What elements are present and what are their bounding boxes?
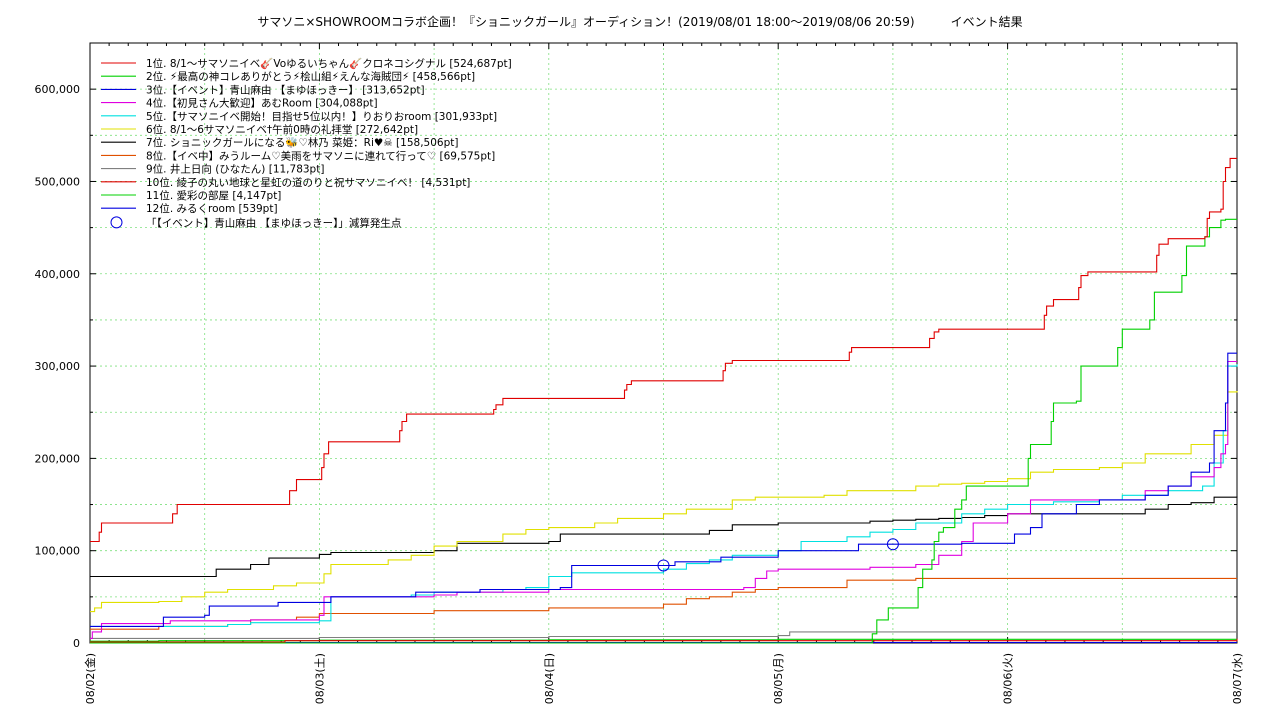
y-tick-label: 500,000 (35, 175, 81, 188)
legend-label: 4位.【初見さん大歓迎】あむRoom [304,088pt] (146, 97, 378, 110)
x-tick-label: 08/04(日) (543, 653, 556, 704)
series-line (90, 157, 1237, 543)
legend-marker-label: 「【イベント】青山麻由 【まゆほっきー】」減算発生点 (146, 216, 401, 229)
series-line (90, 352, 1237, 627)
series-line (90, 638, 1238, 643)
legend-label: 1位. 8/1〜サマソニイベ🎸Voゆるいちゃん🎸クロネコシグナル [524,68… (146, 57, 512, 70)
chart-title: サマソニ×SHOWROOMコラボ企画！『ショニックガール』オーディション！(20… (257, 15, 1023, 29)
legend-label: 6位. 8/1〜6サマソニイベ†午前0時の礼拝堂 [272,642pt] (146, 123, 418, 136)
marker-point (886, 538, 899, 551)
y-tick-label: 200,000 (35, 452, 81, 465)
series-line (90, 218, 1237, 644)
x-tick-label: 08/07(水) (1231, 653, 1244, 704)
legend-label: 7位. ショニックガールになる🐝♡林乃 菜姫：Ri♥☠ [158,506pt] (146, 136, 458, 149)
legend-label: 2位. ⚡最高の神コレありがとう⚡桧山組⚡えんな海賊団⚡ [458,566pt] (146, 70, 475, 83)
legend-label: 3位.【イベント】青山麻由 【まゆほっきー】 [313,652pt] (146, 83, 425, 96)
x-tick-label: 08/06(火) (1002, 653, 1015, 704)
marker-point (657, 559, 670, 572)
y-tick-label: 400,000 (35, 268, 81, 281)
x-tick-label: 08/02(金) (83, 653, 97, 704)
x-tick-label: 08/05(月) (772, 653, 785, 704)
legend-label: 10位. 綾子の丸い地球と星虹の道のりと祝サマソニイベ！ [4,531pt] (146, 176, 470, 189)
legend-marker-swatch (110, 216, 123, 229)
series-line (90, 391, 1238, 613)
legend-label: 8位.【イベ中】みうルーム♡美雨をサマソニに連れて行って♡ [69,575pt] (146, 149, 495, 162)
y-tick-label: 100,000 (35, 545, 81, 558)
y-tick-label: 600,000 (35, 83, 81, 96)
y-tick-label: 300,000 (35, 360, 81, 373)
series-line (90, 496, 1238, 578)
x-tick-label: 08/03(土) (313, 653, 326, 704)
series-line (90, 577, 1237, 630)
legend-label: 9位. 井上日向 (ひなたん) [11,783pt] (146, 163, 324, 176)
legend-label: 5位.【サマソニイベ開始！目指せ5位以内！】りおりおroom [301,933p… (146, 110, 497, 123)
legend-label: 12位. みるくroom [539pt] (146, 202, 278, 215)
legend-label: 11位. 愛彩の部屋 [4,147pt] (146, 189, 281, 202)
series-line (90, 631, 1237, 639)
y-tick-label: 0 (73, 637, 80, 650)
